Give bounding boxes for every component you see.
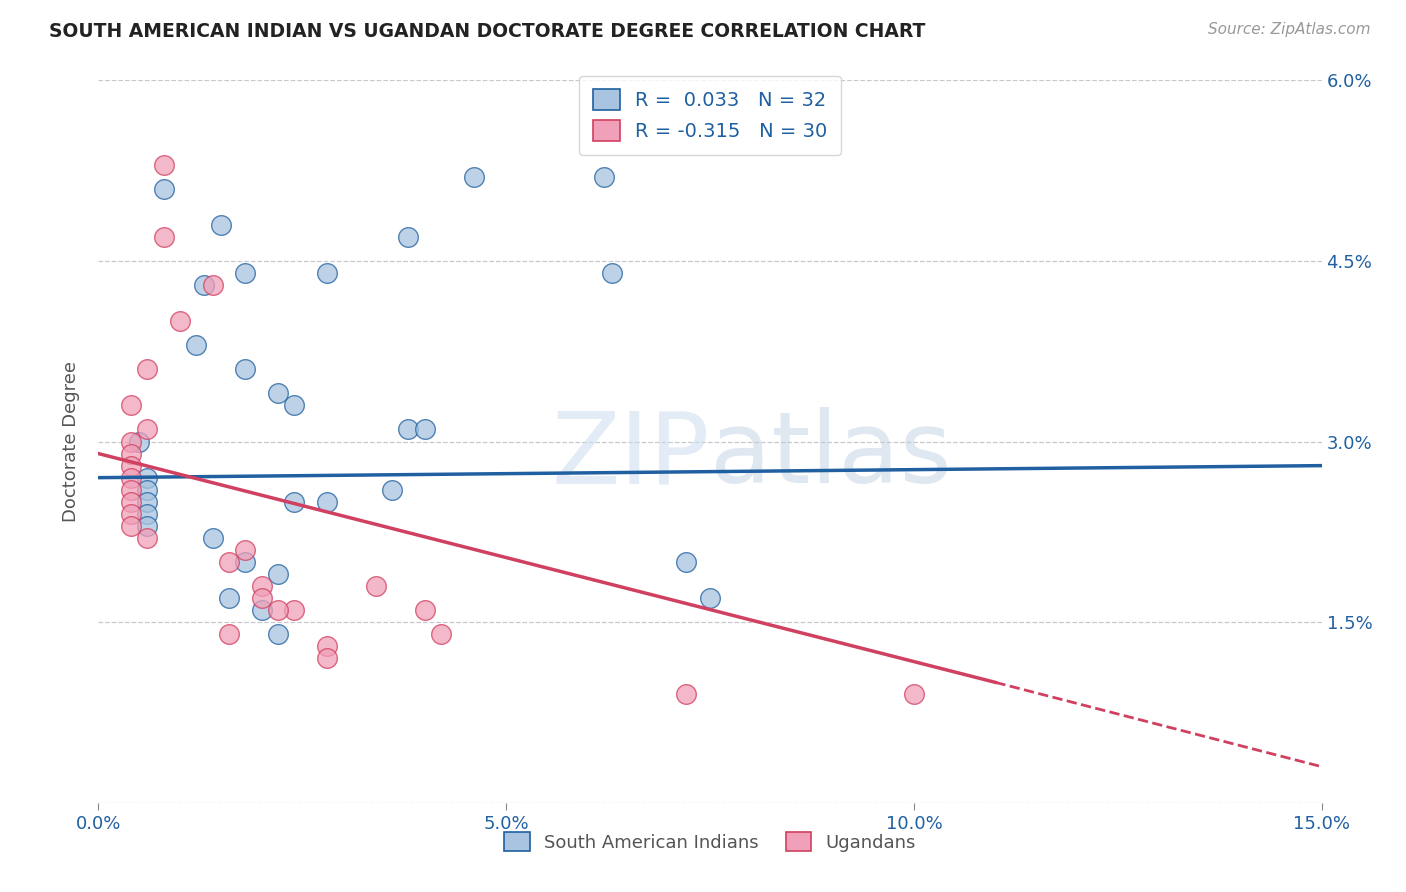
Point: [315, 639, 337, 653]
Point: [430, 627, 453, 641]
Point: [699, 591, 721, 605]
Point: [233, 555, 256, 569]
Text: SOUTH AMERICAN INDIAN VS UGANDAN DOCTORATE DEGREE CORRELATION CHART: SOUTH AMERICAN INDIAN VS UGANDAN DOCTORA…: [49, 22, 925, 41]
Point: [315, 494, 337, 508]
Point: [152, 157, 174, 171]
Point: [136, 422, 159, 436]
Point: [267, 386, 290, 401]
Point: [600, 266, 623, 280]
Point: [315, 651, 337, 665]
Point: [136, 470, 159, 484]
Point: [169, 314, 191, 328]
Point: [250, 603, 273, 617]
Point: [136, 494, 159, 508]
Point: [201, 278, 224, 293]
Point: [250, 591, 273, 605]
Point: [413, 422, 436, 436]
Point: [267, 603, 290, 617]
Point: [315, 266, 337, 280]
Point: [283, 398, 305, 412]
Point: [152, 182, 174, 196]
Text: atlas: atlas: [710, 408, 952, 505]
Point: [903, 687, 925, 701]
Point: [120, 470, 142, 484]
Point: [136, 518, 159, 533]
Point: [218, 627, 240, 641]
Point: [152, 230, 174, 244]
Point: [120, 494, 142, 508]
Point: [283, 494, 305, 508]
Point: [186, 338, 208, 352]
Text: ZIP: ZIP: [551, 408, 710, 505]
Point: [120, 446, 142, 460]
Point: [136, 507, 159, 521]
Point: [218, 591, 240, 605]
Point: [267, 627, 290, 641]
Point: [364, 579, 387, 593]
Point: [136, 483, 159, 497]
Point: [136, 531, 159, 545]
Point: [218, 555, 240, 569]
Point: [233, 542, 256, 557]
Text: Source: ZipAtlas.com: Source: ZipAtlas.com: [1208, 22, 1371, 37]
Point: [120, 518, 142, 533]
Point: [396, 422, 419, 436]
Point: [675, 687, 697, 701]
Point: [201, 531, 224, 545]
Point: [128, 434, 150, 449]
Point: [413, 603, 436, 617]
Point: [396, 230, 419, 244]
Point: [120, 458, 142, 473]
Point: [120, 434, 142, 449]
Point: [593, 169, 616, 184]
Legend: South American Indians, Ugandans: South American Indians, Ugandans: [498, 824, 922, 859]
Point: [209, 218, 232, 232]
Point: [233, 362, 256, 376]
Point: [120, 398, 142, 412]
Point: [193, 278, 215, 293]
Point: [250, 579, 273, 593]
Point: [136, 362, 159, 376]
Y-axis label: Doctorate Degree: Doctorate Degree: [62, 361, 80, 522]
Point: [233, 266, 256, 280]
Point: [267, 567, 290, 582]
Point: [675, 555, 697, 569]
Point: [283, 603, 305, 617]
Point: [463, 169, 485, 184]
Point: [120, 483, 142, 497]
Point: [381, 483, 404, 497]
Point: [120, 507, 142, 521]
